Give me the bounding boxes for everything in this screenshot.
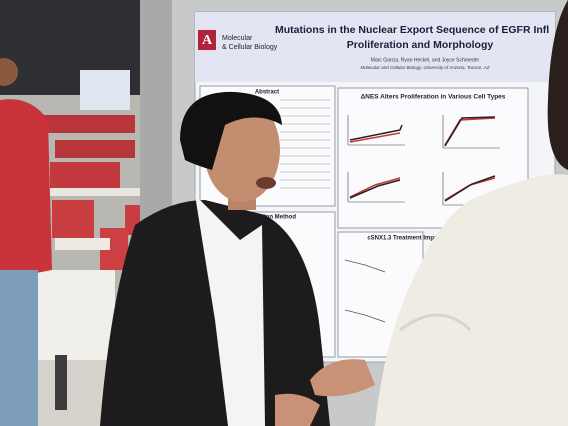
- person-left: [0, 58, 52, 426]
- logo-letter: A: [202, 33, 213, 48]
- affiliation: Molecular and Cellular Biology, Universi…: [360, 65, 489, 70]
- department: & Cellular Biology: [222, 44, 278, 51]
- logo: [198, 30, 216, 50]
- authors: Marc Garcia, Ryan Heckel, and Joyce Schr…: [371, 57, 480, 63]
- poster-title: Mutations in the Nuclear Export Sequence…: [275, 24, 549, 36]
- section-heading: cSNX1.3 Treatment Impact: [367, 236, 442, 242]
- section-heading: Mutation Method: [248, 215, 296, 221]
- poster-header: [195, 12, 555, 82]
- person-right: [375, 0, 568, 426]
- person-presenter: [100, 91, 375, 426]
- section-heading: ΔNES Alters Proliferation in Various Cel…: [361, 94, 506, 101]
- poster-title: Proliferation and Morphology: [347, 39, 494, 51]
- department: Molecular: [222, 35, 253, 42]
- section-heading: Abstract: [255, 90, 279, 96]
- tables: [30, 188, 143, 410]
- background-poster: [80, 70, 130, 110]
